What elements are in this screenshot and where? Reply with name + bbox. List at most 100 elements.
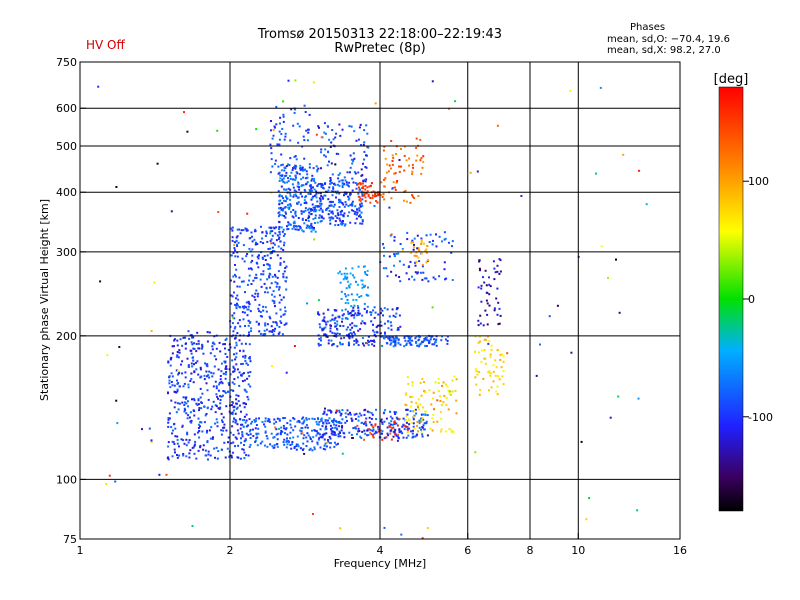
data-point	[272, 290, 275, 293]
data-point	[173, 339, 176, 342]
data-point	[224, 352, 227, 355]
data-point	[279, 262, 282, 265]
data-point	[433, 343, 436, 346]
data-point	[446, 342, 449, 345]
data-point	[310, 213, 313, 216]
data-point	[276, 432, 279, 435]
data-point	[485, 284, 488, 287]
data-point	[240, 437, 242, 440]
data-point	[275, 433, 278, 436]
data-point	[416, 154, 419, 157]
data-point	[445, 383, 447, 386]
data-point	[239, 418, 242, 421]
data-point	[236, 285, 239, 288]
data-point	[411, 194, 413, 197]
data-point	[360, 295, 363, 297]
data-point	[290, 426, 293, 429]
y-tick-label: 500	[56, 140, 77, 153]
data-point	[269, 247, 272, 250]
data-point	[430, 336, 433, 339]
data-point	[286, 228, 289, 231]
data-point	[388, 339, 391, 342]
data-point	[99, 280, 102, 283]
data-point	[358, 296, 361, 298]
x-tick-label: 1	[77, 544, 84, 557]
data-point	[394, 340, 397, 343]
data-point	[405, 200, 408, 203]
data-point	[187, 383, 190, 386]
data-point	[420, 417, 423, 420]
data-point	[395, 252, 398, 255]
data-point	[174, 427, 177, 430]
data-point	[264, 306, 267, 309]
data-point	[231, 226, 234, 229]
data-point	[266, 254, 269, 257]
data-point	[197, 423, 200, 426]
data-point	[204, 449, 207, 452]
data-point	[486, 302, 489, 305]
data-point	[249, 385, 252, 388]
data-point	[263, 329, 266, 332]
data-point	[295, 195, 298, 198]
data-point	[449, 390, 451, 393]
data-point	[316, 200, 319, 203]
data-point	[262, 305, 265, 308]
data-point	[348, 197, 351, 200]
data-point	[234, 264, 236, 266]
data-point	[392, 181, 395, 184]
data-point	[438, 235, 441, 238]
data-point	[419, 159, 422, 162]
data-point	[176, 354, 179, 357]
data-point	[270, 242, 273, 245]
data-point	[393, 422, 396, 425]
data-point	[268, 276, 271, 279]
data-point	[389, 343, 392, 346]
data-point	[248, 333, 250, 336]
data-point	[392, 339, 395, 341]
data-point	[269, 443, 272, 446]
data-point	[315, 430, 318, 433]
data-point	[490, 344, 493, 347]
data-point	[295, 445, 298, 448]
data-point	[319, 207, 322, 210]
data-point	[330, 141, 333, 144]
data-point	[414, 435, 417, 438]
data-point	[316, 423, 319, 426]
data-point	[395, 416, 398, 419]
data-point	[233, 368, 236, 371]
data-point	[340, 273, 343, 276]
data-point	[424, 337, 427, 340]
data-point	[347, 184, 350, 187]
data-point	[181, 360, 184, 363]
data-point	[346, 326, 349, 329]
data-point	[478, 393, 481, 396]
data-point	[383, 246, 385, 249]
data-point	[390, 328, 393, 331]
data-point	[289, 194, 292, 197]
data-point	[395, 181, 398, 184]
data-point	[325, 432, 328, 435]
data-point	[252, 435, 255, 437]
data-point	[278, 179, 281, 182]
data-point	[269, 257, 272, 260]
data-point	[448, 107, 450, 110]
data-point	[496, 124, 499, 127]
data-point	[178, 402, 181, 405]
data-point	[381, 421, 384, 424]
data-point	[274, 126, 276, 129]
data-point	[179, 338, 182, 341]
data-point	[209, 437, 212, 440]
data-point	[496, 349, 499, 352]
data-point	[416, 420, 419, 423]
data-point	[251, 420, 254, 423]
data-point	[240, 374, 243, 377]
data-point	[256, 444, 259, 447]
data-point	[213, 447, 216, 450]
data-point	[358, 126, 361, 129]
phase-stats-o: mean, sd,O: −70.4, 19.6	[607, 34, 730, 45]
data-point	[186, 130, 189, 133]
data-point	[405, 342, 408, 345]
data-point	[361, 421, 364, 424]
data-point	[618, 311, 621, 314]
